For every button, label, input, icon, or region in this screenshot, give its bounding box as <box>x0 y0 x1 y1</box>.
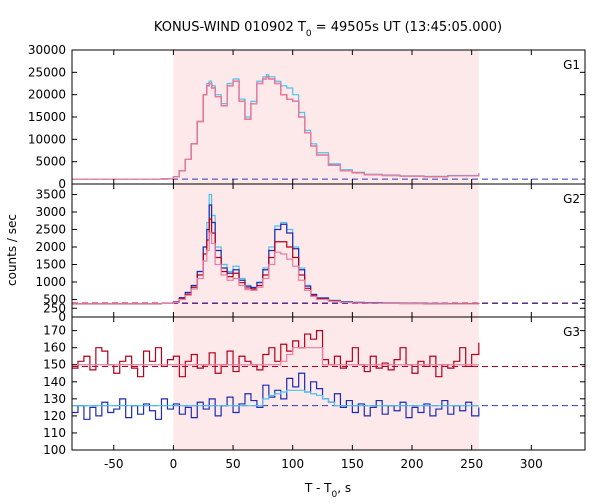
x-axis-label: T - T0, s <box>304 481 351 500</box>
shaded-interval <box>173 50 479 184</box>
panels-group: 050001000015000200002500030000G102505001… <box>28 43 586 471</box>
y-tick-label: 25000 <box>28 65 66 79</box>
x-axis-label-rest: , s <box>337 481 351 495</box>
series-line-red <box>72 330 480 378</box>
y-axis-label: counts / sec <box>5 214 19 286</box>
y-tick-label: 140 <box>43 375 66 389</box>
y-tick-label: 2000 <box>35 240 66 254</box>
x-tick-label: 50 <box>225 457 240 471</box>
x-tick-label: 100 <box>281 457 304 471</box>
y-tick-label: 5000 <box>35 155 66 169</box>
y-tick-label: 1000 <box>35 275 66 289</box>
series-line-pink <box>72 232 480 305</box>
y-tick-label: 3500 <box>35 188 66 202</box>
y-tick-label: 30000 <box>28 43 66 57</box>
y-tick-label: 1500 <box>35 258 66 272</box>
y-tick-label: 20000 <box>28 88 66 102</box>
panel-frame <box>71 316 586 451</box>
series-line-pink <box>72 76 480 180</box>
y-tick-label: 170 <box>43 324 66 338</box>
x-tick-label: 0 <box>170 457 178 471</box>
series-line-cyan <box>72 389 479 407</box>
x-tick-label: 300 <box>520 457 543 471</box>
y-tick-label: 130 <box>43 392 66 406</box>
panel-label: G1 <box>563 58 580 72</box>
panel-label: G2 <box>563 192 580 206</box>
chart-title: KONUS-WIND 010902 T0 = 49505s UT (13:45:… <box>154 20 502 39</box>
y-tick-label: 100 <box>43 443 66 457</box>
x-axis-label-sub: 0 <box>332 490 338 500</box>
y-tick-label: 110 <box>43 426 66 440</box>
shaded-interval <box>173 184 479 317</box>
x-tick-label: 250 <box>460 457 483 471</box>
panel-g1: 0 5000 10000 15000 20000 25000 30000 G1 <box>28 43 586 191</box>
chart-title-rest: = 49505s UT (13:45:05.000) <box>312 20 502 35</box>
y-tick-label: 3000 <box>35 205 66 219</box>
chart-title-sub: 0 <box>306 29 312 39</box>
y-tick-label: 0 <box>58 177 66 191</box>
x-tick-label: -50 <box>104 457 124 471</box>
series-line-pink <box>72 347 479 366</box>
y-tick-label: 150 <box>43 358 66 372</box>
series-line-blue <box>72 372 480 420</box>
x-tick-label: 150 <box>341 457 364 471</box>
y-tick-label: 0 <box>58 310 66 324</box>
y-tick-label: 500 <box>43 293 66 307</box>
y-tick-label: 160 <box>43 341 66 355</box>
x-axis-label-main: T - T <box>304 481 332 495</box>
shaded-interval <box>173 317 479 450</box>
panel-label: G3 <box>563 325 580 339</box>
y-tick-label: 250 <box>43 301 66 315</box>
y-tick-label: 10000 <box>28 132 66 146</box>
chart-title-main: KONUS-WIND 010902 T <box>154 20 306 35</box>
y-tick-label: 15000 <box>28 110 66 124</box>
y-tick-label: 2500 <box>35 223 66 237</box>
panel-g3: 100 110 120 130 140 150 160 170 G3 <box>43 316 586 457</box>
y-tick-label: 120 <box>43 409 66 423</box>
x-tick-label: 200 <box>401 457 424 471</box>
